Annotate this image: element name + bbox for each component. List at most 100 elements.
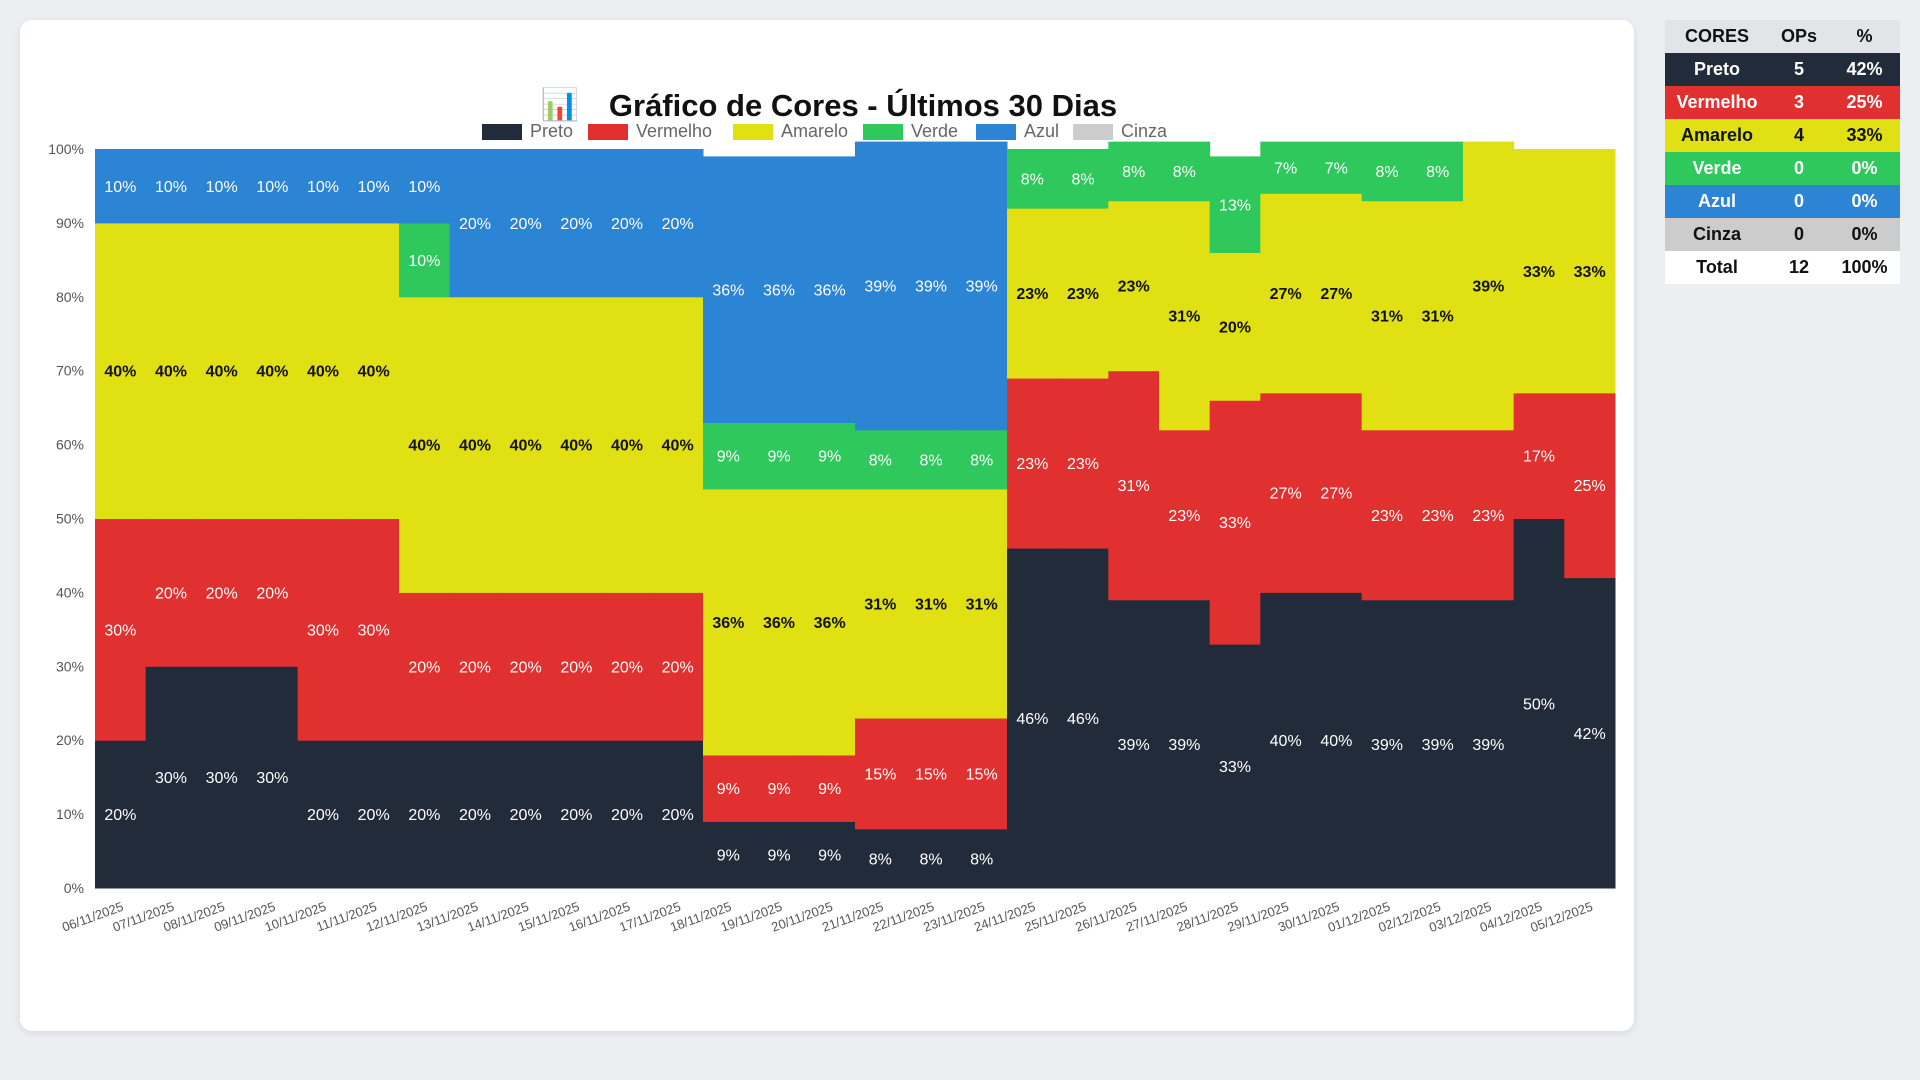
bar-preto <box>905 828 957 889</box>
bar-preto <box>855 828 907 889</box>
data-label-preto: 30% <box>206 770 238 787</box>
chart-card: 📊 Gráfico de Cores - Últimos 30 Dias Preto… <box>20 20 1634 1031</box>
bar-amarelo <box>95 222 147 519</box>
bar-preto <box>449 740 501 889</box>
data-label-vermelho: 23% <box>1472 508 1504 525</box>
data-label-vermelho: 23% <box>1371 508 1403 525</box>
bar-vermelho <box>1412 429 1464 601</box>
bar-azul <box>956 141 1008 431</box>
bar-amarelo <box>601 296 653 593</box>
bar-vermelho <box>652 592 704 741</box>
data-label-vermelho: 23% <box>1067 456 1099 473</box>
bar-verde <box>1361 141 1413 202</box>
data-label-preto: 33% <box>1219 759 1251 776</box>
data-label-vermelho: 31% <box>1118 478 1150 495</box>
bar-preto <box>1209 644 1261 889</box>
bar-azul <box>855 141 907 431</box>
summary-ops: 0 <box>1793 191 1804 211</box>
bar-amarelo <box>804 488 856 756</box>
y-tick-label: 20% <box>56 732 84 748</box>
data-label-verde: 9% <box>767 449 790 466</box>
summary-header-row: CORES OPs % <box>1665 20 1900 53</box>
data-label-vermelho: 20% <box>408 659 440 676</box>
legend-swatch-azul <box>976 124 1016 140</box>
bar-amarelo <box>1057 208 1109 379</box>
chart-title-icon: 📊 <box>541 86 580 123</box>
bar-verde <box>753 422 805 490</box>
bar-preto <box>1513 518 1565 889</box>
data-label-preto: 42% <box>1574 726 1606 743</box>
bar-vermelho <box>1463 429 1515 601</box>
data-label-verde: 8% <box>1426 164 1449 181</box>
bar-amarelo <box>703 488 755 756</box>
data-label-verde: 9% <box>818 449 841 466</box>
bar-amarelo <box>196 222 248 519</box>
summary-color: Verde <box>1692 158 1742 178</box>
legend-swatch-vermelho <box>588 124 628 140</box>
summary-pct: 0% <box>1851 191 1878 211</box>
y-tick-label: 50% <box>56 511 84 527</box>
bar-vermelho <box>297 518 349 741</box>
bar-preto <box>196 666 248 889</box>
summary-ops: 0 <box>1793 158 1804 178</box>
bar-azul <box>145 149 197 224</box>
summary-row-cinza: Cinza 0 0% <box>1665 218 1900 251</box>
bar-preto <box>956 828 1008 889</box>
y-tick-label: 90% <box>56 215 84 231</box>
data-label-amarelo: 40% <box>662 438 694 455</box>
data-label-preto: 39% <box>1472 737 1504 754</box>
bar-preto <box>1311 592 1363 889</box>
bar-amarelo <box>145 222 197 519</box>
data-label-verde: 8% <box>1071 172 1094 189</box>
legend-swatch-preto <box>482 124 522 140</box>
data-label-amarelo: 39% <box>1472 279 1504 296</box>
color-summary-table: CORES OPs % Preto 5 42% Vermelho 3 25% A… <box>1665 20 1900 284</box>
data-label-verde: 8% <box>970 452 993 469</box>
summary-row-vermelho: Vermelho 3 25% <box>1665 86 1900 119</box>
bar-verde <box>956 429 1008 490</box>
legend-label-azul: Azul <box>1024 121 1059 141</box>
data-label-preto: 20% <box>662 807 694 824</box>
bar-preto <box>1463 599 1515 889</box>
bar-vermelho <box>551 592 603 741</box>
summary-ops: 4 <box>1793 125 1804 145</box>
data-label-vermelho: 33% <box>1219 515 1251 532</box>
summary-row-azul: Azul 0 0% <box>1665 185 1900 218</box>
bar-amarelo <box>500 296 552 593</box>
data-label-amarelo: 23% <box>1067 286 1099 303</box>
bar-verde <box>1159 141 1211 202</box>
legend-swatch-verde <box>863 124 903 140</box>
data-label-preto: 40% <box>1320 733 1352 750</box>
bar-vermelho <box>1311 392 1363 593</box>
data-label-azul: 20% <box>611 216 643 233</box>
summary-color: Azul <box>1698 191 1736 211</box>
bar-vermelho <box>905 718 957 830</box>
bar-preto <box>1108 599 1160 889</box>
bar-azul <box>500 149 552 298</box>
bar-preto <box>1361 599 1413 889</box>
data-label-preto: 8% <box>919 851 942 868</box>
data-label-amarelo: 40% <box>560 438 592 455</box>
bar-azul <box>297 149 349 224</box>
data-label-azul: 36% <box>763 282 795 299</box>
bar-preto <box>145 666 197 889</box>
data-label-azul: 10% <box>104 179 136 196</box>
bar-verde <box>399 222 451 298</box>
bar-preto <box>1007 548 1059 889</box>
bar-azul <box>247 149 299 224</box>
data-label-vermelho: 15% <box>915 766 947 783</box>
bar-amarelo <box>348 222 400 519</box>
bar-azul <box>196 149 248 224</box>
data-label-preto: 30% <box>256 770 288 787</box>
summary-total-label: Total <box>1696 257 1738 277</box>
bar-preto <box>1159 599 1211 889</box>
summary-color: Preto <box>1693 59 1740 79</box>
bar-preto <box>1260 592 1312 889</box>
bar-amarelo <box>1463 141 1515 431</box>
bar-vermelho <box>753 754 805 822</box>
data-label-vermelho: 23% <box>1168 508 1200 525</box>
bar-amarelo <box>399 296 451 593</box>
bar-verde <box>1311 141 1363 194</box>
data-label-preto: 9% <box>818 848 841 865</box>
data-label-verde: 8% <box>1375 164 1398 181</box>
